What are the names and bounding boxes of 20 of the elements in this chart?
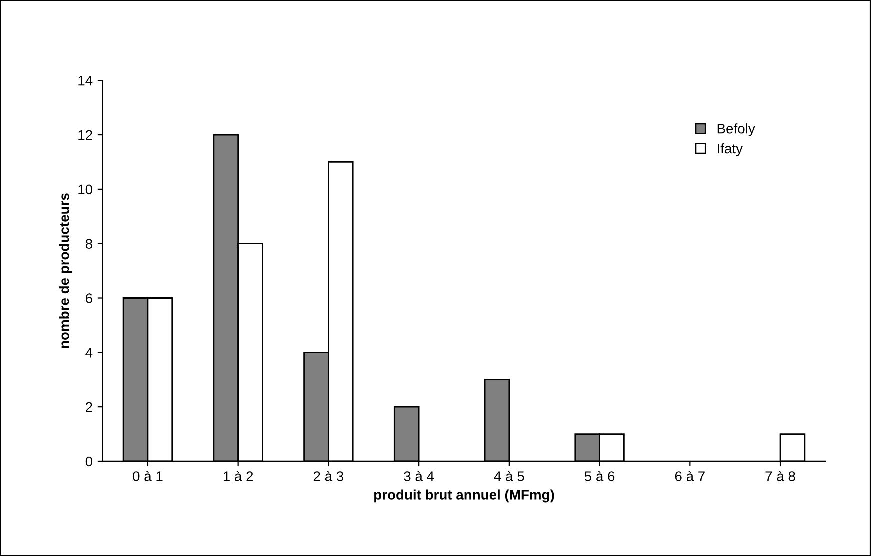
x-tick-label: 2 à 3 — [314, 471, 344, 482]
y-axis-title: nombre de producteurs — [59, 194, 72, 348]
x-tick-label: 6 à 7 — [675, 471, 705, 482]
y-tick-label: 4 — [86, 348, 93, 358]
y-tick-label: 12 — [78, 130, 92, 140]
legend-label: Ifaty — [718, 143, 743, 156]
y-tick-label: 2 — [86, 402, 92, 412]
y-tick-label: 10 — [78, 184, 93, 195]
x-tick-label: 7 à 8 — [766, 471, 796, 482]
y-tick-label: 0 — [86, 456, 93, 467]
x-tick-label: 5 à 6 — [584, 471, 615, 482]
x-tick-label: 3 à 4 — [404, 471, 434, 482]
y-tick-label: 14 — [78, 76, 93, 86]
x-tick-label: 1 à 2 — [224, 471, 254, 482]
y-tick-label: 8 — [86, 239, 92, 250]
y-tick-label: 6 — [86, 294, 92, 304]
legend-label: Befoly — [718, 124, 756, 137]
x-axis-title: produit brut annuel (MFmg) — [374, 490, 554, 503]
x-tick-label: 0 à 1 — [133, 471, 163, 482]
x-tick-label: 4 à 5 — [494, 471, 524, 482]
